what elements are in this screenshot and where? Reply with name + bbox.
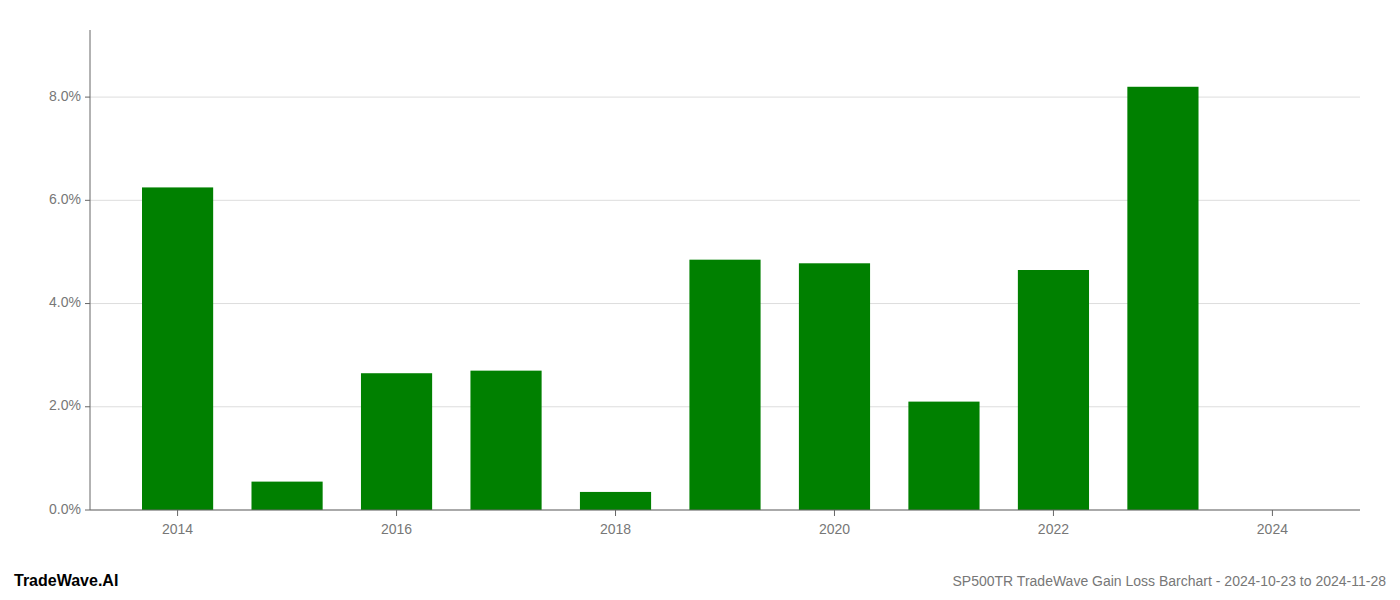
y-tick xyxy=(85,303,90,304)
bar xyxy=(1018,270,1089,510)
y-axis-line xyxy=(90,30,91,510)
bar xyxy=(470,371,541,510)
x-tick-label: 2014 xyxy=(162,521,193,537)
bar xyxy=(908,402,979,510)
y-tick-label: 4.0% xyxy=(49,294,81,310)
x-tick xyxy=(1053,510,1054,516)
x-tick xyxy=(396,510,397,516)
y-tick xyxy=(85,406,90,407)
grid-line xyxy=(90,510,1360,511)
bar xyxy=(1127,87,1198,510)
bar xyxy=(799,263,870,510)
y-tick-label: 8.0% xyxy=(49,88,81,104)
chart-container: 0.0% 2.0% 4.0% 6.0% 8.0% 2014 2016 2018 2020 2022… xyxy=(0,0,1400,600)
y-tick xyxy=(85,200,90,201)
x-tick xyxy=(177,510,178,516)
background xyxy=(0,0,1400,600)
x-tick xyxy=(834,510,835,516)
x-tick-label: 2022 xyxy=(1038,521,1069,537)
x-tick-label: 2018 xyxy=(600,521,631,537)
x-tick-label: 2016 xyxy=(381,521,412,537)
y-tick xyxy=(85,510,90,511)
y-tick xyxy=(85,97,90,98)
y-tick-label: 2.0% xyxy=(49,397,81,413)
x-tick-label: 2020 xyxy=(819,521,850,537)
bar xyxy=(251,482,322,510)
x-tick-label: 2024 xyxy=(1257,521,1288,537)
footer-text: TradeWave.AI xyxy=(14,572,118,589)
title: SP500TR TradeWave Gain Loss Barchart - 2… xyxy=(953,573,1387,589)
x-tick xyxy=(615,510,616,516)
y-tick-label: 0.0% xyxy=(49,501,81,517)
bar xyxy=(689,260,760,510)
x-axis: 2014 2016 2018 2020 2022 2024 xyxy=(90,510,1360,537)
bars xyxy=(142,87,1199,510)
x-tick xyxy=(1272,510,1273,516)
bar xyxy=(142,187,213,510)
y-tick-label: 6.0% xyxy=(49,191,81,207)
y-axis: 0.0% 2.0% 4.0% 6.0% 8.0% xyxy=(49,30,90,517)
x-axis-line xyxy=(90,510,1360,511)
bar xyxy=(580,492,651,510)
chart-svg: 0.0% 2.0% 4.0% 6.0% 8.0% 2014 2016 2018 2020 2022… xyxy=(0,0,1400,600)
bar xyxy=(361,373,432,510)
